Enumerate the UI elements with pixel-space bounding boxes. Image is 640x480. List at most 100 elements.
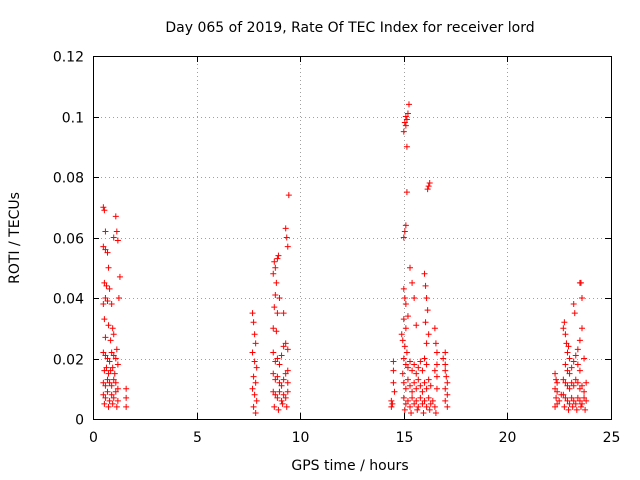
data-point [106, 285, 113, 292]
data-point [113, 228, 120, 235]
data-point [112, 213, 119, 220]
data-point [251, 391, 258, 398]
data-point [398, 331, 405, 338]
data-point [400, 285, 407, 292]
data-point [561, 319, 568, 326]
data-point [402, 400, 409, 407]
data-point [104, 355, 111, 362]
data-point [100, 379, 107, 386]
data-point [432, 340, 439, 347]
data-point [415, 364, 422, 371]
data-point [104, 298, 111, 305]
data-point [112, 379, 119, 386]
data-point [282, 370, 289, 377]
data-point [253, 397, 260, 404]
data-point [431, 367, 438, 374]
data-point [415, 403, 422, 410]
x-tick-label: 10 [292, 430, 310, 446]
data-point [423, 403, 430, 410]
data-point [552, 370, 559, 377]
data-point [275, 406, 282, 413]
data-point [276, 388, 283, 395]
data-point [564, 349, 571, 356]
axis-ticks: 0 5 10 15 20 25 0 0.02 0.04 0.06 0.08 0.1 0.12 [53, 50, 621, 447]
data-point [411, 379, 418, 386]
data-point [402, 113, 409, 120]
data-point [103, 364, 110, 371]
data-point [409, 394, 416, 401]
data-point [123, 394, 130, 401]
data-point [413, 385, 420, 392]
data-point [565, 343, 572, 350]
data-point [563, 340, 570, 347]
data-point [566, 355, 573, 362]
data-point [433, 385, 440, 392]
data-point [276, 295, 283, 301]
data-point [111, 370, 118, 377]
data-point [100, 349, 107, 356]
data-point [552, 403, 559, 410]
data-point [576, 397, 583, 404]
data-point [411, 361, 418, 368]
data-point [408, 409, 415, 416]
data-point [561, 403, 568, 410]
data-point [271, 304, 278, 311]
data-point [271, 403, 278, 410]
data-point [413, 397, 420, 404]
data-point [574, 379, 581, 386]
data-point [250, 319, 257, 326]
data-point [105, 322, 112, 329]
data-point [570, 358, 577, 365]
data-point [401, 228, 408, 235]
data-point [390, 358, 397, 365]
data-point [581, 388, 588, 395]
data-point [282, 340, 289, 347]
data-point [108, 349, 115, 356]
data-point [251, 358, 258, 365]
data-point [402, 325, 409, 332]
data-point [581, 394, 588, 401]
data-point [560, 391, 567, 398]
x-tick-label: 25 [603, 430, 621, 446]
data-point [411, 295, 418, 301]
data-point [109, 325, 116, 332]
data-point [102, 228, 109, 235]
data-point [582, 406, 589, 413]
x-axis-label: GPS time / hours [291, 458, 408, 474]
data-point [123, 385, 130, 392]
data-point [568, 364, 575, 371]
data-point [571, 310, 578, 317]
data-point [576, 385, 583, 392]
data-point [420, 409, 427, 416]
data-point [440, 355, 447, 362]
data-point [442, 385, 449, 392]
data-point [578, 400, 585, 407]
data-point [112, 388, 119, 395]
data-point [113, 403, 120, 410]
data-point [433, 373, 440, 380]
data-point [425, 376, 432, 383]
data-point [250, 403, 257, 410]
data-point [400, 379, 407, 386]
data-point [407, 264, 414, 271]
data-point [280, 376, 287, 383]
data-point [106, 358, 113, 365]
data-point [570, 397, 577, 404]
data-point [107, 337, 114, 344]
data-point [444, 403, 451, 410]
data-point [276, 361, 283, 368]
data-point [401, 295, 408, 301]
data-point [114, 237, 121, 244]
data-point [574, 361, 581, 368]
data-point [104, 376, 111, 383]
data-point [403, 349, 410, 356]
chart-title: Day 065 of 2019, Rate Of TEC Index for r… [165, 20, 534, 36]
data-point [110, 394, 117, 401]
data-point [564, 382, 571, 389]
data-point [280, 391, 287, 398]
data-point [109, 400, 116, 407]
data-point [417, 382, 424, 389]
data-point [274, 255, 281, 262]
data-point [409, 367, 416, 374]
data-point [404, 376, 411, 383]
